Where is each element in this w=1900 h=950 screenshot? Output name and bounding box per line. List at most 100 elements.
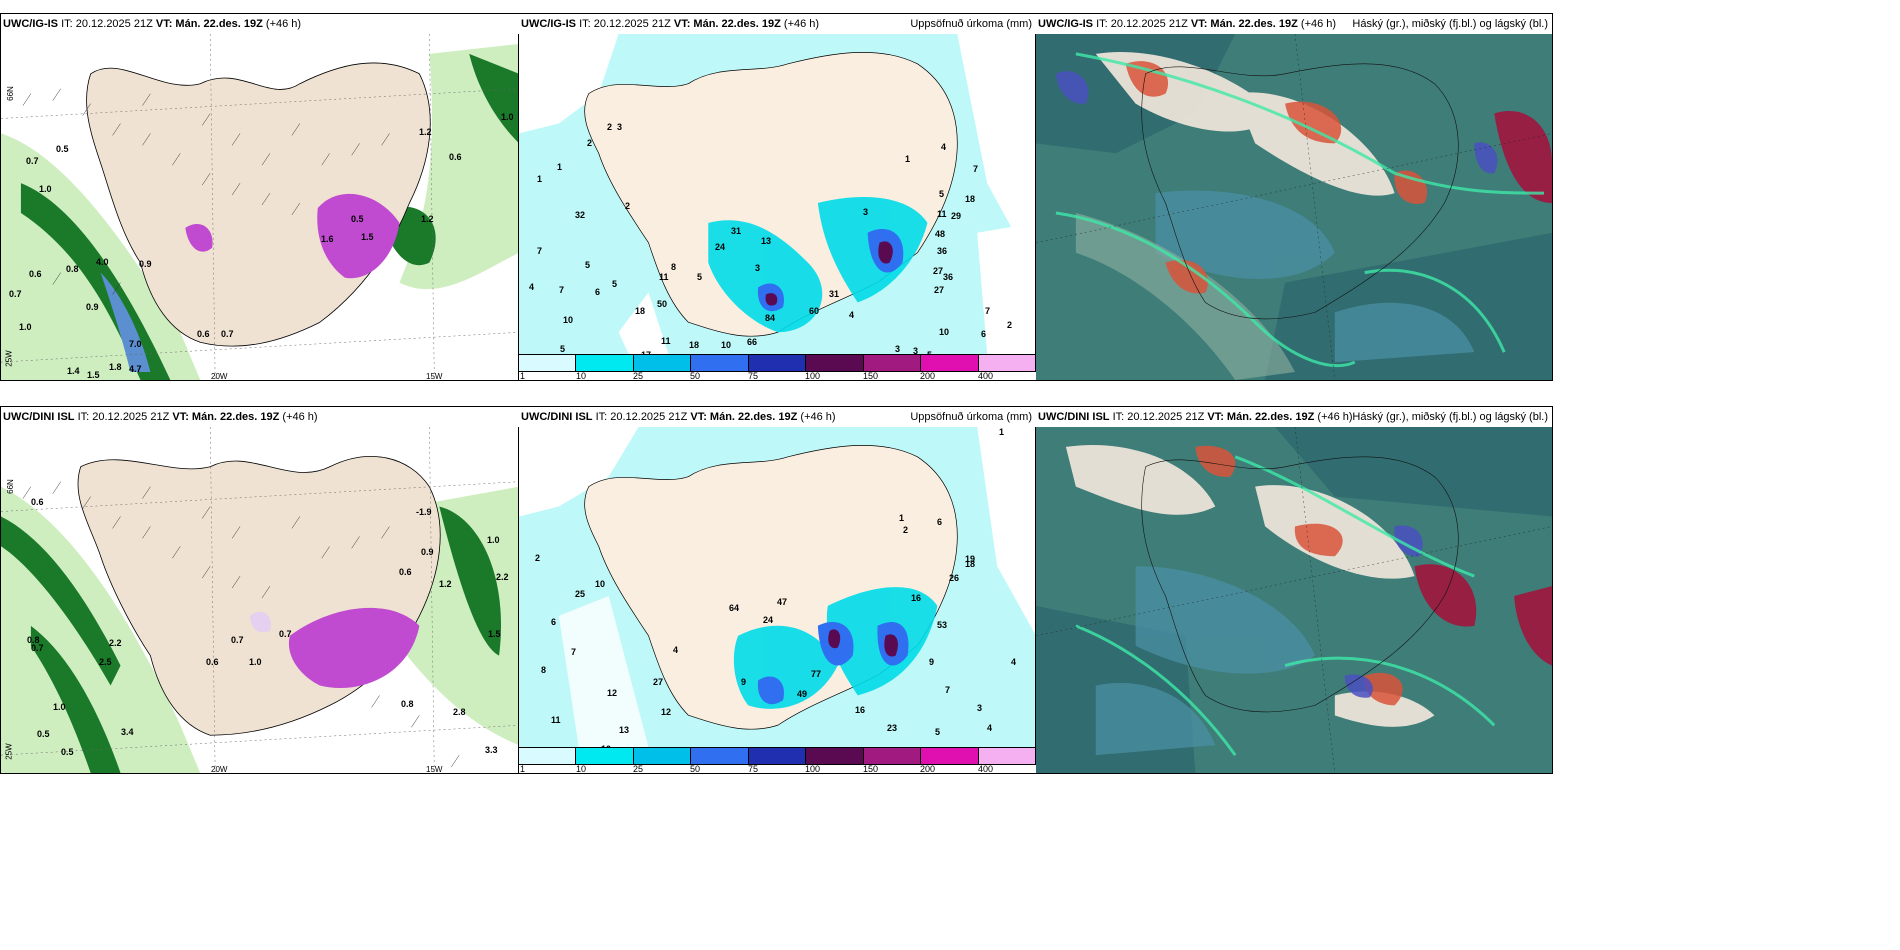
colorbar-scale xyxy=(519,354,1036,372)
wind-value: 1.0 xyxy=(487,535,500,545)
panel-header: UWC/DINI ISL IT: 20.12.2025 21Z VT: Mán.… xyxy=(519,407,1036,427)
wind-value: 2.2 xyxy=(109,638,122,648)
precip-value: 27 xyxy=(934,285,945,295)
lead-time: (+46 h) xyxy=(783,18,820,30)
lead-time: (+46 h) xyxy=(1317,411,1353,423)
colorbar-swatch xyxy=(633,355,692,371)
wind-value: 1.8 xyxy=(109,362,122,372)
model-name: UWC/IG-IS xyxy=(1038,18,1093,30)
wind-value: 0.8 xyxy=(66,264,79,274)
init-time: IT: 20.12.2025 21Z xyxy=(595,411,688,423)
wind-value: 0.7 xyxy=(231,635,244,645)
precip-value: 27 xyxy=(653,677,664,687)
map-clouds xyxy=(1036,34,1552,380)
lon-tick-20: 20W xyxy=(211,765,228,774)
wind-value: 0.7 xyxy=(279,629,292,639)
wind-value: 4.7 xyxy=(129,364,142,374)
precip-value: 3 xyxy=(617,122,623,132)
lon-tick-25: 25W xyxy=(4,350,14,367)
colorbar-swatch xyxy=(921,355,979,371)
precip-value: 2 xyxy=(607,122,613,132)
field-label: Uppsöfnuð úrkoma (mm) xyxy=(910,18,1032,30)
colorbar-label: 100 xyxy=(805,371,821,381)
precip-value: 32 xyxy=(575,210,586,220)
precip-value: 23 xyxy=(887,723,898,733)
precip-value: 1 xyxy=(537,174,543,184)
panel-dini-clouds: UWC/DINI ISL IT: 20.12.2025 21Z VT: Mán.… xyxy=(1035,406,1553,774)
valid-time: VT: Mán. 22.des. 19Z xyxy=(155,18,263,30)
precip-value: 36 xyxy=(943,272,954,282)
precip-value: 4 xyxy=(529,282,535,292)
wind-value: 0.7 xyxy=(221,329,234,339)
model-name: UWC/DINI ISL xyxy=(521,411,593,423)
wind-value: 1.2 xyxy=(419,127,432,137)
map-wind-snow xyxy=(1,34,519,380)
precip-value: 4 xyxy=(673,645,679,655)
precip-value: 5 xyxy=(697,272,703,282)
colorbar-label: 400 xyxy=(978,371,994,381)
wind-value: 0.6 xyxy=(29,269,42,279)
colorbar-label: 75 xyxy=(748,764,759,774)
lon-tick-15: 15W xyxy=(426,765,443,774)
wind-value: 2.2 xyxy=(496,572,509,582)
precip-value: 1 xyxy=(899,513,905,523)
panel-header: UWC/DINI ISL IT: 20.12.2025 21Z VT: Mán.… xyxy=(1,407,519,427)
wind-value: 3.3 xyxy=(485,745,498,755)
precip-value: 29 xyxy=(951,211,962,221)
wind-value: 3.4 xyxy=(121,727,134,737)
panel-igis-clouds: UWC/IG-IS IT: 20.12.2025 21Z VT: Mán. 22… xyxy=(1035,13,1553,381)
precip-value: 9 xyxy=(929,657,935,667)
precip-value: 84 xyxy=(765,313,776,323)
precip-value: 53 xyxy=(937,620,948,630)
precip-value: 11 xyxy=(551,715,561,725)
init-time: IT: 20.12.2025 21Z xyxy=(1112,411,1205,423)
colorbar-label: 100 xyxy=(805,764,821,774)
colorbar-swatch xyxy=(748,355,807,371)
wind-value: 0.7 xyxy=(9,289,22,299)
precip-value: 11 xyxy=(937,209,947,219)
precip-value: 4 xyxy=(1011,657,1017,667)
colorbar-label: 400 xyxy=(978,764,994,774)
precip-value: 1 xyxy=(557,162,563,172)
wind-value: 0.8 xyxy=(401,699,414,709)
wind-value: 0.6 xyxy=(206,657,219,667)
wind-value: 0.8 xyxy=(27,635,40,645)
panel-igis-wind: UWC/IG-IS IT: 20.12.2025 21Z VT: Mán. 22… xyxy=(0,13,520,381)
wind-value: 0.5 xyxy=(351,214,364,224)
wind-value: 1.4 xyxy=(67,366,80,376)
precip-value: 4 xyxy=(849,310,855,320)
precip-value: 31 xyxy=(829,289,840,299)
colorbar-label: 150 xyxy=(863,371,879,381)
precip-value: 12 xyxy=(607,688,618,698)
colorbar-label: 75 xyxy=(748,371,759,381)
precip-value: 2 xyxy=(587,138,593,148)
precip-value: 26 xyxy=(949,573,960,583)
colorbar-scale xyxy=(519,747,1036,765)
wind-value: 1.6 xyxy=(321,234,334,244)
precip-value: 6 xyxy=(981,329,987,339)
colorbar-label: 50 xyxy=(690,764,701,774)
colorbar-label: 200 xyxy=(920,371,936,381)
colorbar-swatch xyxy=(576,355,634,371)
precip-value: 3 xyxy=(863,207,869,217)
precip-value: 77 xyxy=(811,669,822,679)
colorbar-swatch xyxy=(806,355,864,371)
wind-value: 0.5 xyxy=(56,144,69,154)
colorbar-label: 25 xyxy=(633,371,644,381)
wind-value: 1.0 xyxy=(249,657,262,667)
colorbar-swatch xyxy=(748,748,807,764)
precip-value: 1 xyxy=(905,154,911,164)
precip-value: 31 xyxy=(731,226,742,236)
panel-header: UWC/IG-IS IT: 20.12.2025 21Z VT: Mán. 22… xyxy=(519,14,1036,34)
wind-value: 1.0 xyxy=(53,702,66,712)
precip-value: 1 xyxy=(999,427,1005,437)
precip-value: 66 xyxy=(747,337,758,347)
precip-value: 18 xyxy=(689,340,700,350)
wind-value: 0.6 xyxy=(197,329,210,339)
map-precip xyxy=(519,34,1036,354)
wind-value: 0.6 xyxy=(449,152,462,162)
precip-value: 3 xyxy=(977,703,983,713)
wind-value: 1.5 xyxy=(488,629,501,639)
map-wind-snow xyxy=(1,427,519,773)
wind-value: 0.9 xyxy=(86,302,99,312)
